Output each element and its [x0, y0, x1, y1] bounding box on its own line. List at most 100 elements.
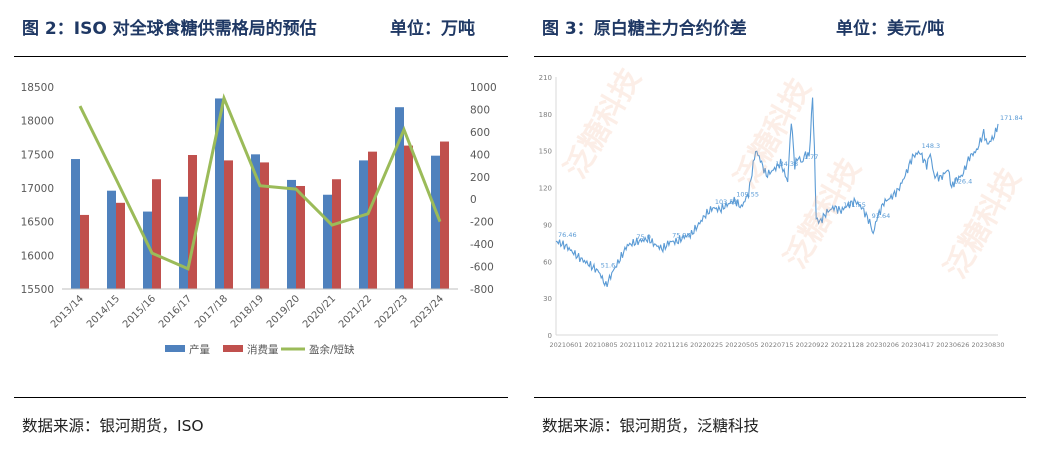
bar-consumption [116, 202, 125, 289]
x-tick-label: 2013/14 [49, 293, 86, 330]
bar-consumption [152, 179, 161, 289]
x-tick-label: 2019/20 [265, 293, 302, 330]
y-tick-label: 0 [548, 332, 552, 340]
data-label: 76.46 [558, 231, 577, 239]
right-y-tick-label: 0 [470, 194, 477, 206]
legend-swatch [165, 345, 185, 352]
right-chart-title: 图 3：原白糖主力合约价差 [542, 19, 747, 39]
bar-production [323, 194, 332, 289]
right-y-tick-label: 200 [470, 172, 490, 184]
bar-consumption [188, 155, 197, 289]
right-y-tick-label: -800 [470, 284, 494, 296]
x-tick-label: 2023/24 [409, 293, 446, 330]
x-tick-label: 2021/22 [337, 293, 374, 330]
right-top-rule [534, 56, 1026, 57]
left-y-tick-label: 18500 [21, 82, 54, 94]
x-tick-label: 20230830 [971, 341, 1004, 349]
left-y-tick-label: 16000 [21, 250, 54, 262]
left-y-tick-label: 17500 [21, 149, 54, 161]
left-y-tick-label: 17000 [21, 183, 54, 195]
right-y-tick-label: -200 [470, 217, 494, 229]
right-y-tick-label: -600 [470, 262, 494, 274]
bar-consumption [260, 162, 269, 289]
x-tick-label: 2014/15 [85, 293, 122, 330]
data-label: 171.84 [1000, 114, 1023, 122]
left-top-rule [14, 56, 508, 57]
bar-consumption [80, 214, 89, 289]
x-tick-label: 20210805 [585, 341, 618, 349]
y-tick-label: 30 [543, 295, 552, 303]
legend-swatch [223, 345, 243, 352]
x-tick-label: 20220922 [796, 341, 829, 349]
left-title-row: 图 2：ISO 对全球食糖供需格局的预估 单位：万吨 [22, 14, 500, 40]
data-label: 93.64 [872, 212, 891, 220]
left-y-tick-label: 16500 [21, 217, 54, 229]
bar-consumption [368, 151, 377, 289]
legend-label: 产量 [189, 343, 210, 356]
bar-production [215, 98, 224, 289]
right-unit-label: 单位：美元/吨 [836, 19, 945, 39]
x-tick-label: 20230626 [936, 341, 969, 349]
bar-production [143, 211, 152, 289]
data-label: 103.59 [715, 198, 738, 206]
x-tick-label: 20211012 [620, 341, 653, 349]
left-unit-label: 单位：万吨 [390, 19, 475, 39]
right-panel: 图 3：原白糖主力合约价差 单位：美元/吨 0 30 60 90 120 150 180 21… [520, 0, 1041, 453]
right-bottom-rule [534, 397, 1026, 398]
bar-consumption [224, 160, 233, 289]
left-source: 数据来源：银河期货，ISO [22, 417, 204, 435]
data-label: 148.3 [922, 142, 941, 150]
bar-production [107, 190, 116, 289]
bar-consumption [404, 145, 413, 289]
right-y-tick-label: -400 [470, 239, 494, 251]
x-tick-label: 20220505 [725, 341, 758, 349]
bar-production [287, 179, 296, 289]
left-panel: 图 2：ISO 对全球食糖供需格局的预估 单位：万吨 15500 16000 165… [0, 0, 520, 453]
x-tick-label: 2015/16 [121, 293, 158, 330]
right-y-tick-label: 1000 [470, 82, 497, 94]
x-tick-label: 20220715 [760, 341, 793, 349]
x-tick-label: 20220225 [690, 341, 723, 349]
x-tick-label: 20211216 [655, 341, 688, 349]
data-label: 1.77 [804, 153, 818, 161]
bar-consumption [296, 185, 305, 289]
bar-production [179, 196, 188, 289]
bar-production [71, 159, 80, 289]
data-label: 109.55 [736, 190, 759, 198]
y-tick-label: 60 [543, 258, 552, 266]
left-bottom-rule [14, 397, 508, 398]
legend-label: 盈余/短缺 [309, 343, 355, 356]
right-source: 数据来源：银河期货，泛糖科技 [542, 417, 760, 435]
x-tick-label: 2016/17 [157, 293, 194, 330]
surplus-deficit-line [78, 93, 442, 271]
y-tick-label: 180 [539, 111, 552, 119]
supply-demand-chart: 15500 16000 16500 17000 17500 18000 18500 -800 -… [21, 82, 497, 356]
data-label: 75.0 [636, 233, 650, 241]
y-tick-label: 120 [539, 185, 552, 193]
y-tick-label: 210 [539, 74, 552, 82]
spread-line [555, 97, 999, 288]
x-tick-label: 2018/19 [229, 293, 266, 330]
x-tick-label: 2017/18 [193, 293, 230, 330]
bar-consumption [440, 141, 449, 289]
y-tick-label: 90 [543, 221, 552, 229]
left-chart-title: 图 2：ISO 对全球食糖供需格局的预估 [22, 19, 317, 39]
bar-production [431, 155, 440, 289]
data-label: 75.97 [672, 232, 691, 240]
bar-consumption [332, 179, 341, 289]
right-y-tick-label: 400 [470, 149, 490, 161]
bar-production [359, 160, 368, 289]
data-label: 51.6 [601, 262, 615, 270]
left-y-tick-label: 18000 [21, 116, 54, 128]
x-tick-label: 20230206 [866, 341, 899, 349]
right-y-tick-label: 800 [470, 104, 490, 116]
bar-production [395, 107, 404, 289]
legend-label: 消费量 [247, 343, 279, 356]
x-tick-label: 2022/23 [373, 293, 410, 330]
bar-production [251, 154, 260, 289]
x-tick-label: 20221128 [831, 341, 864, 349]
right-title-row: 图 3：原白糖主力合约价差 单位：美元/吨 [542, 14, 1021, 40]
data-label: 134.38 [775, 160, 798, 168]
data-label: 126.4 [954, 178, 973, 186]
